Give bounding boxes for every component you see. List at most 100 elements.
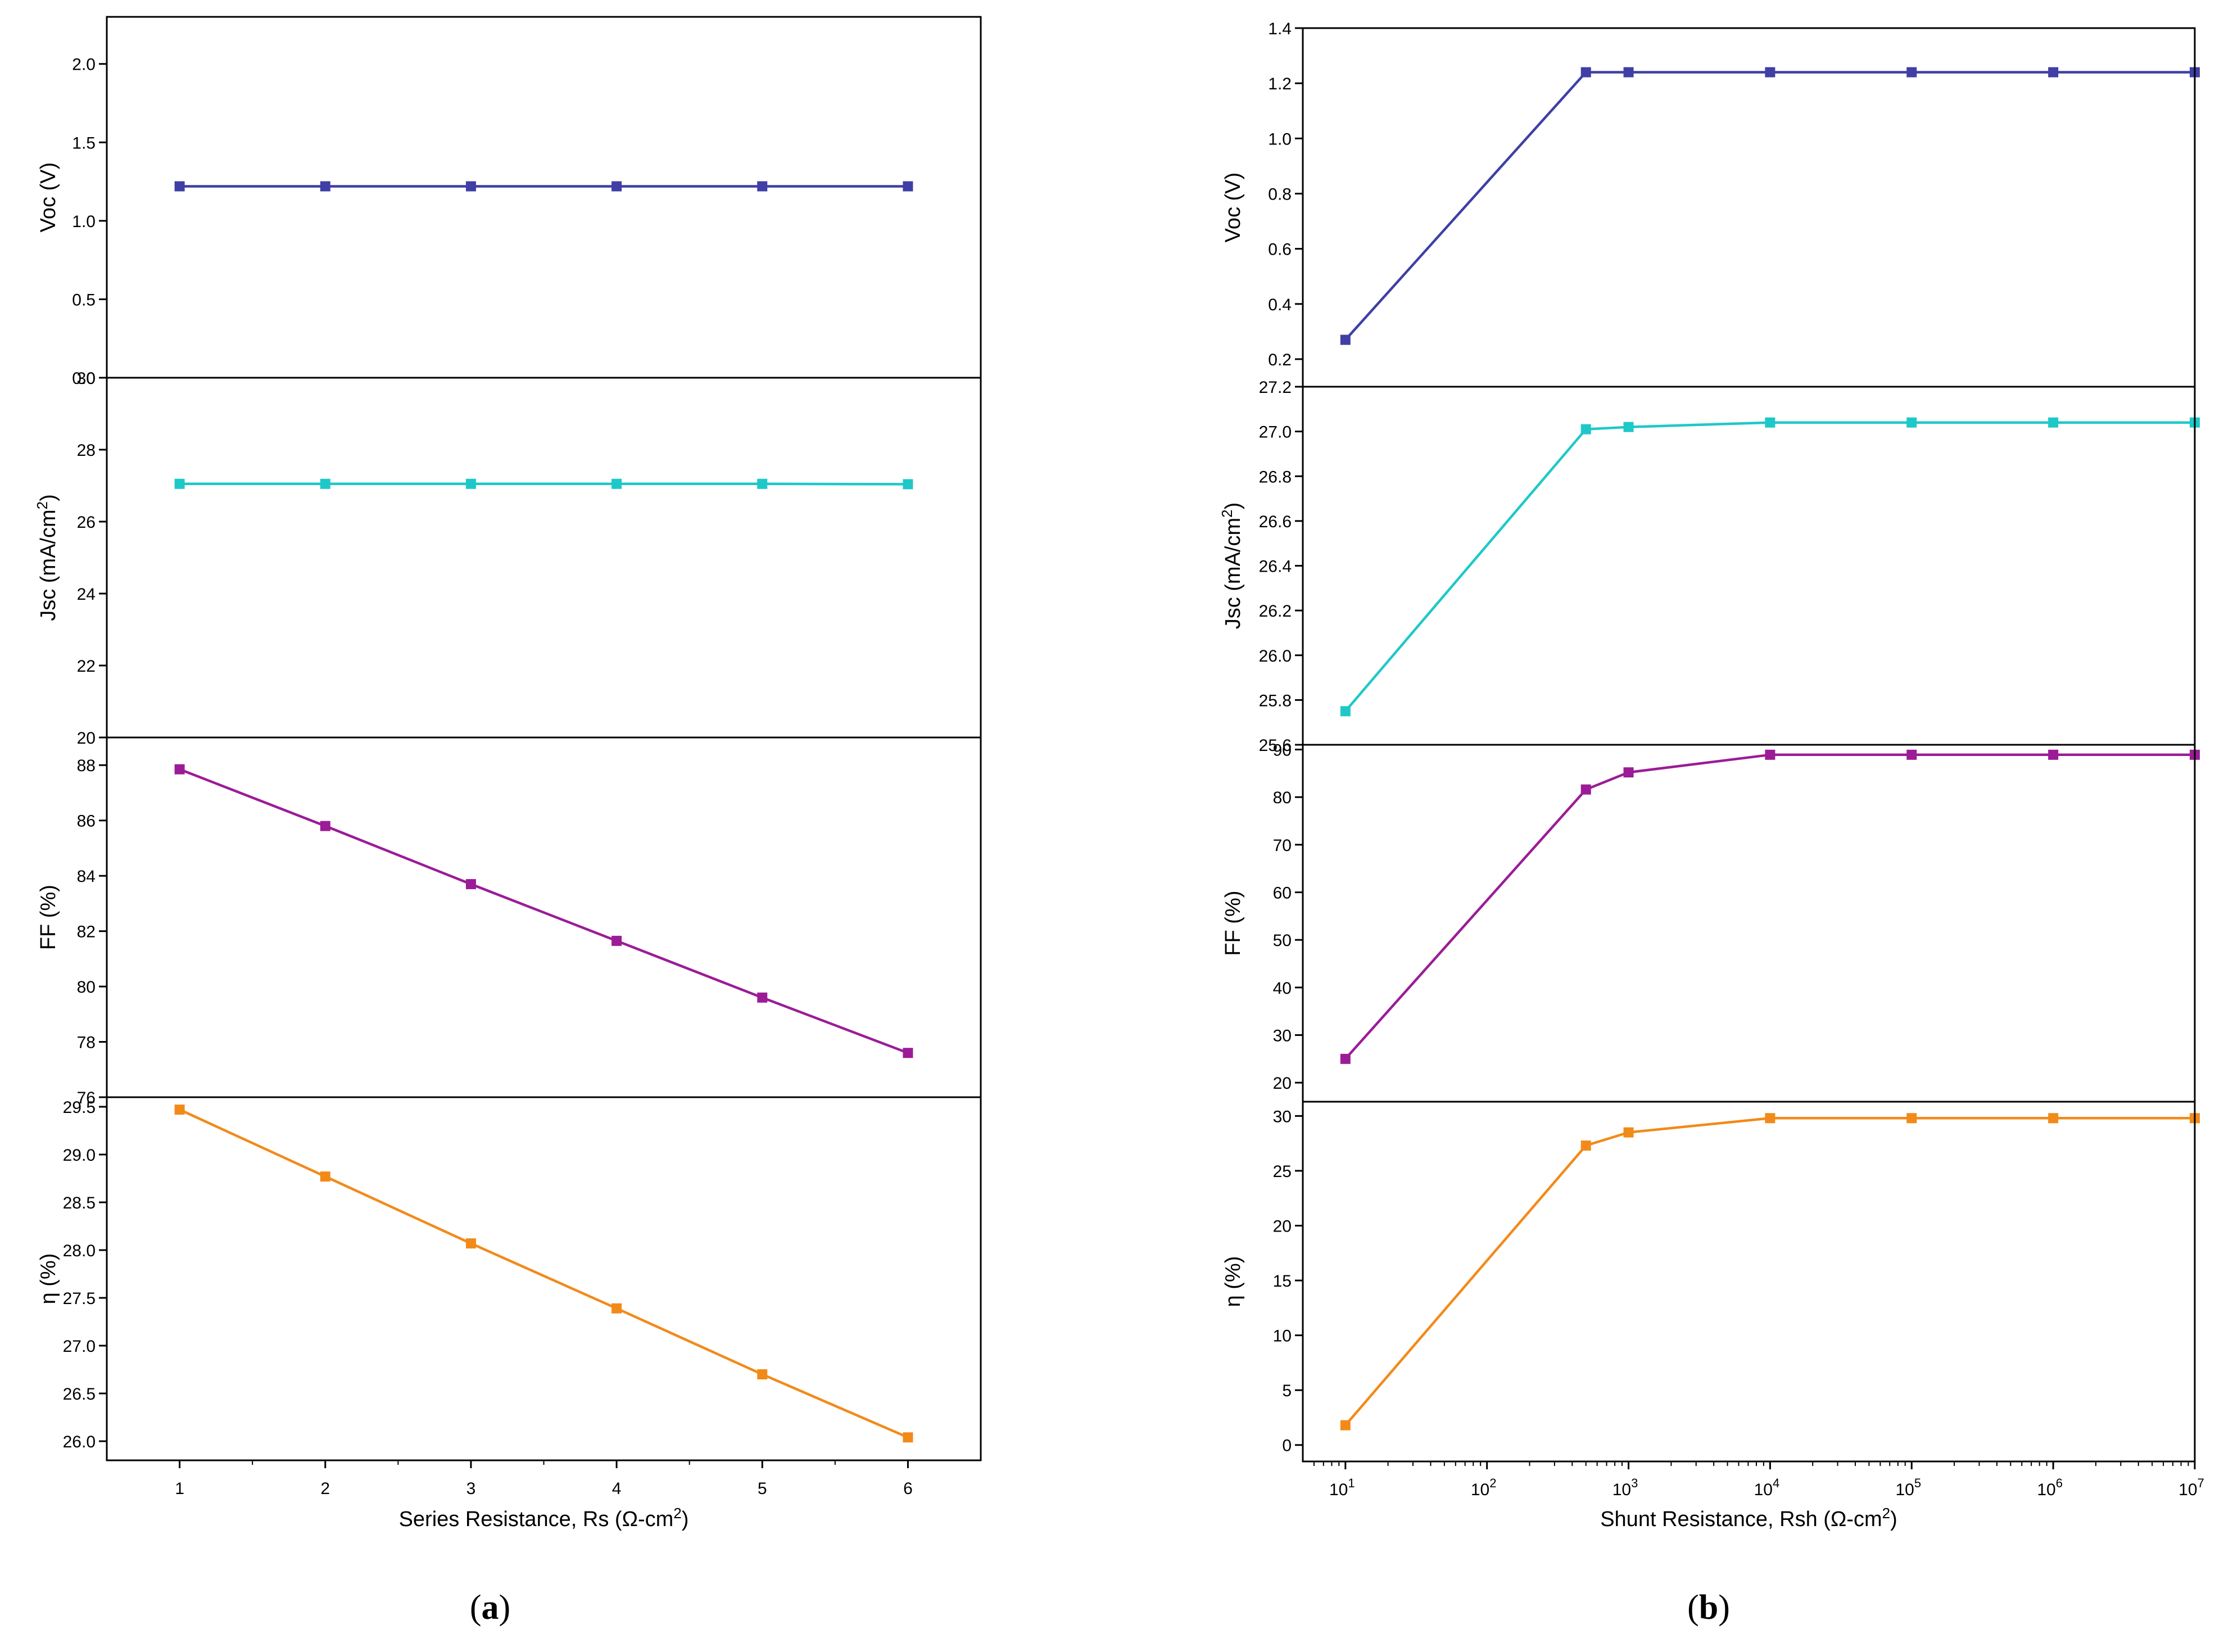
y-tick-label: 1.0 <box>72 212 96 231</box>
y-tick-label: 20 <box>77 729 96 748</box>
y-axis-label-a-eta: η (%) <box>37 1253 60 1305</box>
subplot-frame-b-eta <box>1302 1101 2196 1463</box>
y-tick-label: 1.0 <box>1268 130 1292 148</box>
x-tick-label-base: 10 <box>1895 1481 1914 1499</box>
data-point-a-voc <box>174 181 185 192</box>
y-axis-label-end: ) <box>37 494 60 501</box>
x-tick-label-exp: 3 <box>1631 1476 1638 1490</box>
x-tick-label-exp: 4 <box>1773 1476 1779 1490</box>
x-axis-label-b: Shunt Resistance, Rsh (Ω-cm2) <box>1600 1505 1897 1531</box>
y-tick-label: 15 <box>1273 1272 1292 1291</box>
y-tick-label: 88 <box>77 757 96 775</box>
data-point-b-jsc <box>2048 417 2059 428</box>
x-tick-label-base: 10 <box>2178 1481 2197 1499</box>
data-point-a-voc <box>465 181 476 192</box>
y-tick-label: 30 <box>1273 1107 1292 1126</box>
x-tick-label-exp: 1 <box>1348 1476 1355 1490</box>
x-tick-label-exp: 6 <box>2056 1476 2063 1490</box>
data-point-b-eta <box>1623 1127 1634 1138</box>
x-axis-label-text: Shunt Resistance, Rsh (Ω-cm <box>1600 1508 1882 1531</box>
y-tick-label: 25.8 <box>1259 691 1292 710</box>
y-tick-label: 29.0 <box>63 1146 96 1165</box>
y-tick-label: 40 <box>1273 979 1292 998</box>
data-point-b-eta <box>2048 1113 2059 1124</box>
y-tick-label: 28 <box>77 441 96 460</box>
data-point-a-ff <box>611 935 622 946</box>
y-tick-label: 76 <box>77 1089 96 1107</box>
x-tick-label: 102 <box>1471 1476 1497 1499</box>
y-tick-label: 86 <box>77 812 96 831</box>
y-tick-label: 26.5 <box>63 1385 96 1404</box>
data-point-a-voc <box>757 181 768 192</box>
y-tick-label: 5 <box>1282 1382 1292 1400</box>
y-tick-label: 20 <box>1273 1074 1292 1093</box>
y-tick-label: 80 <box>1273 789 1292 807</box>
y-axis-label-a-voc: Voc (V) <box>37 162 60 233</box>
x-tick-label: 3 <box>466 1479 476 1498</box>
y-tick-label: 80 <box>77 978 96 997</box>
y-axis-label-text: Voc (V) <box>37 162 60 233</box>
x-tick-label: 5 <box>758 1479 767 1498</box>
data-point-a-jsc <box>757 478 768 489</box>
y-tick-label: 2.0 <box>72 56 96 74</box>
series-line-a-jsc <box>179 482 908 486</box>
x-tick-label: 107 <box>2178 1476 2204 1499</box>
data-point-a-ff <box>320 821 330 831</box>
data-point-a-ff <box>903 1048 913 1058</box>
data-point-b-jsc <box>1580 424 1591 435</box>
data-point-a-voc <box>611 181 622 192</box>
y-axis-label-text: Jsc (mA/cm <box>1221 518 1245 629</box>
y-tick-label: 27.2 <box>1259 378 1292 397</box>
y-tick-label: 27.0 <box>63 1337 96 1356</box>
data-point-b-voc <box>1580 67 1591 78</box>
data-point-b-eta <box>1340 1420 1351 1431</box>
y-axis-label-end: ) <box>1221 503 1245 510</box>
x-tick-label: 106 <box>2037 1476 2063 1499</box>
y-tick-label: 20 <box>1273 1217 1292 1235</box>
data-point-b-ff <box>1906 749 1917 760</box>
y-axis-label-b-ff: FF (%) <box>1221 890 1245 956</box>
x-tick-label: 2 <box>320 1479 330 1498</box>
data-point-b-ff <box>1580 784 1591 795</box>
y-tick-label: 27.5 <box>63 1289 96 1308</box>
y-tick-label: 25 <box>1273 1162 1292 1181</box>
x-axis-label-sup: 2 <box>673 1505 681 1522</box>
panel-caption-letter: b <box>1699 1588 1718 1627</box>
y-axis-label-b-eta: η (%) <box>1221 1256 1245 1307</box>
y-tick-label: 22 <box>77 657 96 676</box>
y-axis-label-text: η (%) <box>37 1253 60 1305</box>
x-tick-label: 103 <box>1612 1476 1638 1499</box>
data-point-a-jsc <box>611 478 622 489</box>
y-tick-label: 26.0 <box>1259 647 1292 666</box>
data-point-a-eta <box>465 1238 476 1249</box>
y-tick-label: 10 <box>1273 1327 1292 1346</box>
data-point-a-ff <box>174 764 185 775</box>
y-axis-label-text: FF (%) <box>37 885 60 950</box>
y-axis-label-text: Jsc (mA/cm <box>37 509 60 621</box>
data-point-b-ff <box>1765 749 1775 760</box>
data-point-a-jsc <box>465 478 476 489</box>
y-axis-label-a-ff: FF (%) <box>37 885 60 950</box>
y-tick-label: 27.0 <box>1259 423 1292 442</box>
panel-caption-b: (b) <box>1687 1588 1730 1627</box>
panel-caption-letter: a <box>482 1588 499 1627</box>
x-tick-label-base: 10 <box>1471 1481 1489 1499</box>
y-tick-label: 24 <box>77 585 96 604</box>
x-tick-label-exp: 7 <box>2198 1476 2204 1490</box>
data-point-b-jsc <box>1623 422 1634 432</box>
x-axis-label-end: ) <box>1890 1508 1897 1531</box>
y-axis-label-text: Voc (V) <box>1221 173 1245 243</box>
y-axis-label-sup: 2 <box>1219 509 1235 517</box>
y-tick-label: 26 <box>77 513 96 532</box>
data-point-a-eta <box>174 1105 185 1115</box>
x-tick-label: 101 <box>1329 1476 1355 1499</box>
y-tick-label: 29.5 <box>63 1098 96 1117</box>
data-point-b-voc <box>1340 334 1351 345</box>
y-tick-label: 90 <box>1273 741 1292 759</box>
x-tick-label: 105 <box>1895 1476 1921 1499</box>
data-point-b-voc <box>1765 67 1775 78</box>
y-tick-label: 26.6 <box>1259 513 1292 531</box>
data-point-a-jsc <box>903 479 913 490</box>
y-tick-label: 25.6 <box>1259 736 1292 755</box>
data-point-b-jsc <box>1906 417 1917 428</box>
